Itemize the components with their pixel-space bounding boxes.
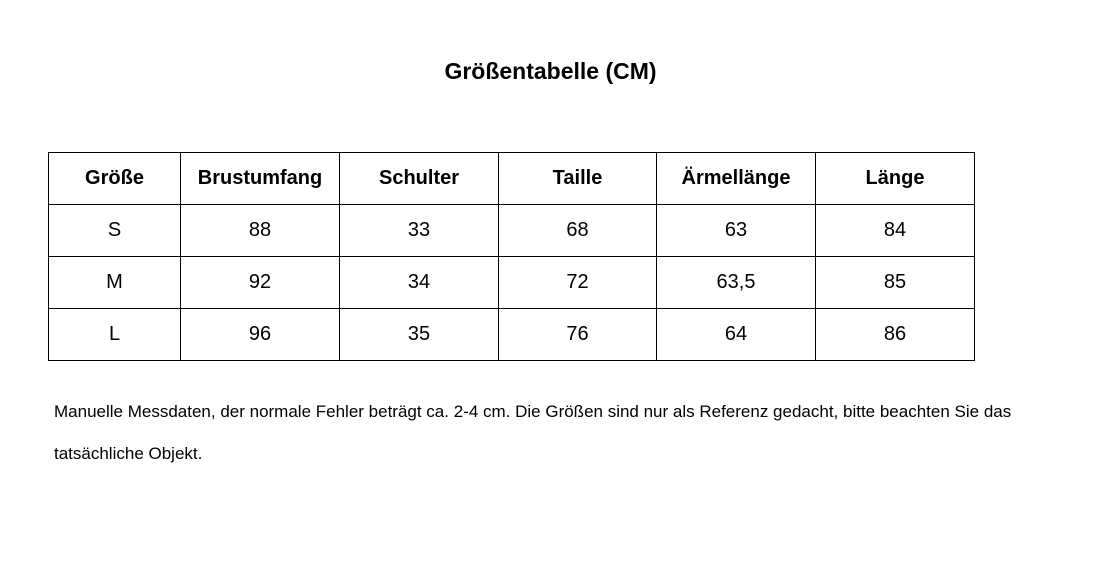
table-cell: 88 <box>180 204 340 257</box>
table-cell: M <box>48 256 181 309</box>
table-cell: 34 <box>339 256 499 309</box>
table-cell: 33 <box>339 204 499 257</box>
title: Größentabelle (CM) <box>444 58 657 84</box>
size-table: Größe Brustumfang Schulter Taille Ärmellänge… <box>48 152 975 361</box>
table-cell: 68 <box>498 204 657 257</box>
note: Manuelle Messdaten, der normale Fehler b… <box>54 402 1012 463</box>
table-cell: S <box>48 204 181 257</box>
table-cell: 86 <box>815 308 975 361</box>
table-cell: L <box>48 308 181 361</box>
column-header: Ärmellänge <box>656 152 816 205</box>
table-row: M 92 34 72 63,5 85 <box>48 256 975 309</box>
table-row: S 88 33 68 63 84 <box>48 204 975 257</box>
table-cell: 76 <box>498 308 657 361</box>
table-cell: 63,5 <box>656 256 816 309</box>
table-cell: 63 <box>656 204 816 257</box>
column-header: Schulter <box>339 152 499 205</box>
column-header: Taille <box>498 152 657 205</box>
column-header: Brustumfang <box>180 152 340 205</box>
table-body: S 88 33 68 63 84 M 92 34 72 63,5 85 L 96 35 76 64 86 <box>48 204 975 361</box>
column-header: Größe <box>48 152 181 205</box>
table-cell: 96 <box>180 308 340 361</box>
column-header: Länge <box>815 152 975 205</box>
table-cell: 35 <box>339 308 499 361</box>
table-cell: 72 <box>498 256 657 309</box>
table-cell: 92 <box>180 256 340 309</box>
table-cell: 84 <box>815 204 975 257</box>
table-row: L 96 35 76 64 86 <box>48 308 975 361</box>
table-head: Größe Brustumfang Schulter Taille Ärmellänge… <box>48 152 975 205</box>
table-cell: 85 <box>815 256 975 309</box>
table-cell: 64 <box>656 308 816 361</box>
header-row: Größe Brustumfang Schulter Taille Ärmellänge… <box>48 152 975 205</box>
